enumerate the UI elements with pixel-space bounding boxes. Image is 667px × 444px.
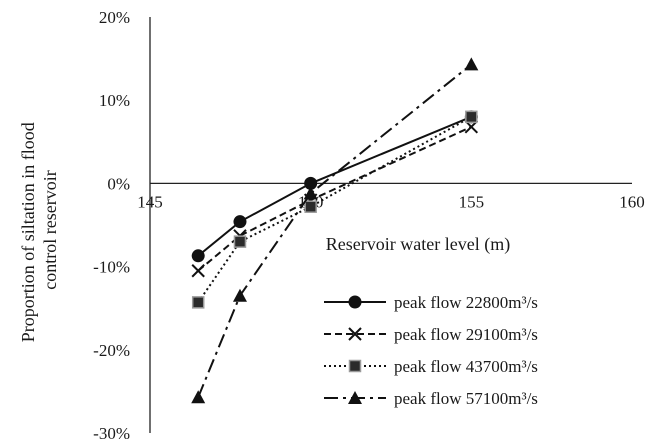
series-line bbox=[197, 63, 472, 398]
triangle-marker bbox=[232, 288, 247, 302]
square-marker bbox=[233, 235, 247, 248]
legend-item: peak flow 57100m³/s bbox=[324, 389, 538, 408]
x-marker bbox=[191, 264, 205, 278]
circle-marker bbox=[348, 295, 362, 309]
triangle-marker bbox=[303, 186, 318, 200]
legend-label: peak flow 57100m³/s bbox=[394, 389, 538, 408]
triangle-marker bbox=[348, 391, 362, 404]
x-marker-stroke bbox=[348, 327, 362, 341]
y-axis-title: Proportion of siltation in flood control… bbox=[18, 118, 60, 343]
triangle-marker bbox=[191, 390, 206, 404]
x-marker bbox=[348, 327, 362, 341]
series-3 bbox=[191, 110, 478, 309]
square-marker bbox=[304, 200, 317, 213]
x-axis-title: Reservoir water level (m) bbox=[326, 234, 510, 255]
legend-box bbox=[316, 284, 626, 416]
y-tick-label: 0% bbox=[107, 174, 130, 193]
y-axis-title-line-2: control reservoir bbox=[40, 170, 60, 289]
series-line bbox=[197, 115, 472, 257]
y-tick-label: -20% bbox=[93, 341, 130, 360]
legend: peak flow 22800m³/s peak flow 29100m³/s pe… bbox=[316, 284, 626, 416]
y-tick-label: 20% bbox=[99, 8, 130, 27]
square-marker bbox=[348, 359, 362, 373]
x-tick-label: 160 bbox=[619, 192, 645, 211]
series-line bbox=[197, 115, 472, 303]
y-tick-label: 10% bbox=[99, 91, 130, 110]
legend-label: peak flow 22800m³/s bbox=[394, 293, 538, 312]
x-marker-stroke bbox=[191, 264, 205, 278]
legend-item: peak flow 29100m³/s bbox=[324, 325, 538, 344]
square-marker bbox=[465, 110, 478, 124]
circle-marker bbox=[233, 215, 247, 229]
y-axis-title-line-1: Proportion of siltation in flood bbox=[18, 122, 38, 342]
triangle-marker bbox=[464, 57, 479, 71]
series-line bbox=[197, 125, 472, 272]
circle-marker bbox=[304, 176, 318, 190]
y-tick-label: -10% bbox=[93, 258, 130, 277]
circle-marker bbox=[191, 249, 205, 263]
y-tick-label: -30% bbox=[93, 424, 130, 443]
x-tick-label: 145 bbox=[137, 192, 163, 211]
square-marker bbox=[191, 296, 205, 309]
legend-label: peak flow 29100m³/s bbox=[394, 325, 538, 344]
series-group bbox=[191, 57, 479, 404]
legend-item: peak flow 22800m³/s bbox=[324, 293, 538, 312]
x-tick-label: 155 bbox=[459, 192, 485, 211]
axes bbox=[149, 17, 632, 433]
legend-item: peak flow 43700m³/s bbox=[324, 357, 538, 376]
legend-label: peak flow 43700m³/s bbox=[394, 357, 538, 376]
series-4 bbox=[191, 57, 479, 404]
